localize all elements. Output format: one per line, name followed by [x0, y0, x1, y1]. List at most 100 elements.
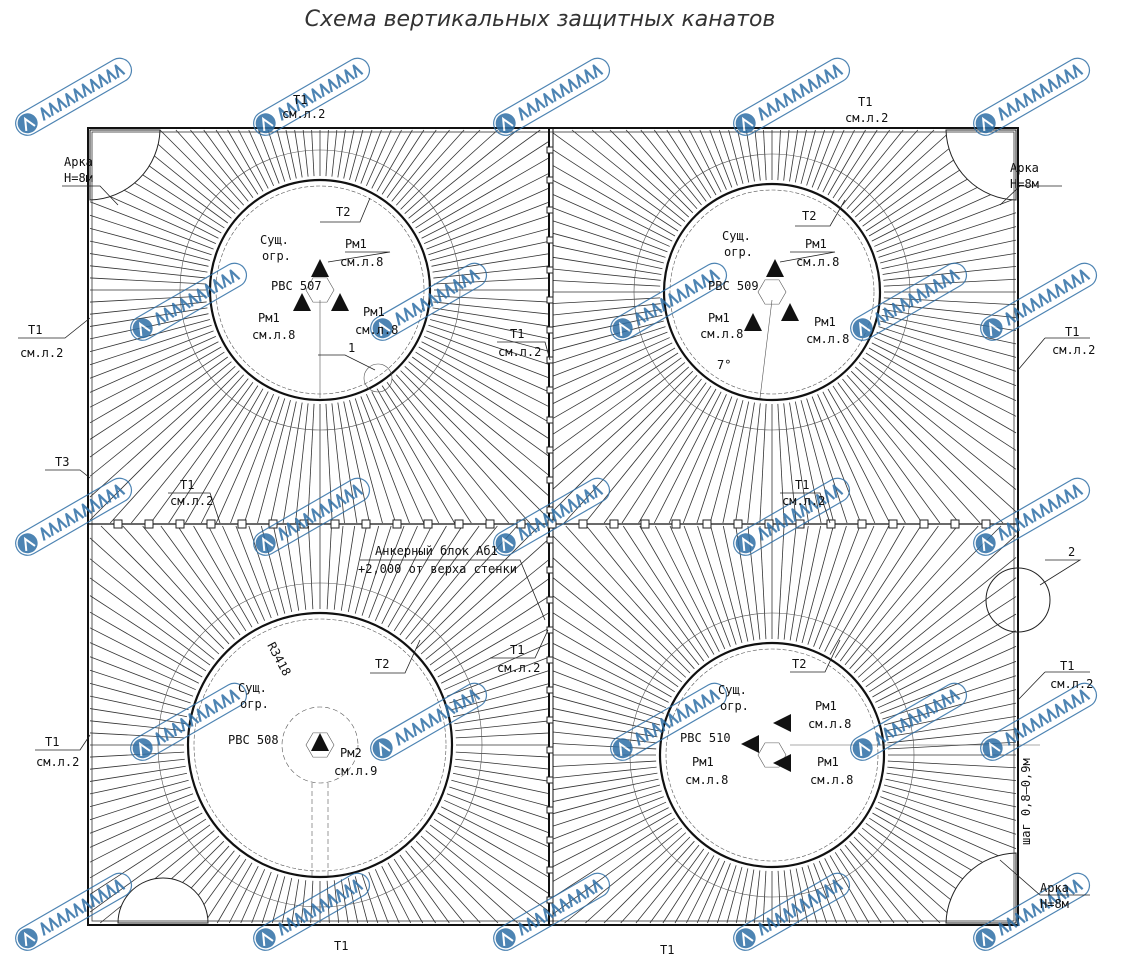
label-fence: огр. — [720, 699, 749, 713]
cable-line — [832, 129, 878, 199]
cable-line — [331, 129, 338, 177]
cable-line — [428, 214, 551, 256]
label-arch-height: Н=8м — [64, 171, 93, 185]
cable-line — [552, 743, 657, 750]
cable-line — [347, 877, 359, 924]
cable-line — [429, 824, 551, 913]
cable-line — [552, 796, 664, 840]
cable-line — [361, 874, 379, 924]
cable-line — [837, 382, 941, 524]
label-rm2: Рм2 — [340, 746, 362, 760]
cable-line — [399, 525, 480, 636]
cable-line — [853, 836, 941, 924]
cable-line — [674, 855, 715, 924]
cable-line — [89, 336, 217, 393]
label-t1: Т1 — [293, 93, 307, 107]
cable-line — [849, 840, 924, 924]
cable-line — [824, 858, 858, 924]
label-fence: огр. — [240, 697, 269, 711]
cable-line — [343, 401, 370, 524]
watermark-logo — [130, 262, 248, 341]
label-t1: Т1 — [45, 735, 59, 749]
cable-line — [789, 525, 809, 641]
watermark-lettering — [875, 689, 961, 746]
cable-line — [89, 240, 209, 267]
cable-line — [552, 801, 667, 853]
cable-line — [552, 719, 658, 738]
cable-line — [552, 657, 667, 709]
label-sheet: см.л.2 — [497, 661, 540, 675]
lightning-rod-icon — [744, 313, 762, 331]
cable-line — [552, 812, 672, 882]
label-sheet: см.л.8 — [808, 717, 851, 731]
watermark-logo — [15, 477, 133, 556]
label-sheet: см.л.8 — [700, 327, 743, 341]
label-t2: T2 — [336, 205, 350, 219]
cable-line — [858, 362, 1017, 490]
cable-line — [368, 871, 389, 924]
cable-line — [89, 577, 211, 666]
cable-line — [374, 525, 418, 621]
cable-line — [89, 351, 225, 440]
cable-line — [829, 855, 870, 924]
cable-line — [386, 381, 490, 524]
label-arch-height: Н=8м — [1010, 177, 1039, 191]
label-sheet: см.л.9 — [334, 764, 377, 778]
label-sheet: см.л.2 — [782, 494, 825, 508]
anchor-block — [454, 519, 464, 529]
cable-line — [230, 396, 280, 524]
cable-line — [783, 403, 797, 524]
cable-line — [552, 778, 659, 802]
cable-line — [404, 129, 498, 215]
cable-line — [865, 577, 1017, 688]
tanks — [157, 149, 1040, 908]
cable-line — [282, 402, 303, 524]
watermark-logo — [733, 872, 851, 951]
cable-line — [311, 129, 315, 177]
cable-line — [440, 806, 551, 863]
anchor-block — [206, 519, 216, 529]
lightning-rod-icon — [781, 303, 799, 321]
cable-line — [376, 129, 413, 192]
cable-line — [552, 784, 661, 815]
cable-line — [586, 525, 700, 666]
anchor-block — [546, 626, 554, 634]
cable-line — [857, 832, 959, 924]
cable-line — [883, 689, 1017, 726]
cable-line — [433, 301, 551, 315]
cable-line — [552, 297, 661, 304]
cable-line — [371, 391, 440, 524]
label-fence: Сущ. — [238, 681, 267, 695]
cable-line — [428, 324, 551, 366]
cable-line — [552, 772, 658, 791]
anchor-block — [423, 519, 433, 529]
watermark-logo — [15, 57, 133, 136]
cable-line — [333, 525, 344, 610]
cable-line — [444, 799, 551, 848]
watermark-lettering — [1005, 689, 1091, 746]
cable-line — [430, 319, 551, 353]
cable-line — [381, 525, 432, 625]
cable-line — [89, 558, 215, 660]
label-sheet: см.л.8 — [355, 323, 398, 337]
cable-line — [552, 683, 662, 720]
cable-line — [216, 862, 253, 924]
anchor-block — [546, 296, 554, 304]
cable-line — [410, 845, 481, 924]
label-sheet: см.л.8 — [340, 255, 383, 269]
outer-ring — [633, 153, 911, 431]
cable-line — [669, 525, 726, 650]
label-t2: T2 — [802, 209, 816, 223]
cable-line — [420, 835, 518, 924]
label-anchor-level: +2,000 от верха стенки — [358, 562, 517, 576]
cable-line — [834, 852, 882, 924]
cable-line — [696, 860, 726, 924]
label-t1: Т1 — [334, 939, 348, 953]
label-rm1: Рм1 — [814, 315, 836, 329]
cable-line — [876, 331, 1017, 387]
watermark-lettering — [998, 64, 1084, 121]
anchor-block — [268, 519, 278, 529]
cable-line — [880, 796, 1017, 850]
watermark-lettering — [758, 484, 844, 541]
watermark-lettering — [278, 879, 364, 936]
